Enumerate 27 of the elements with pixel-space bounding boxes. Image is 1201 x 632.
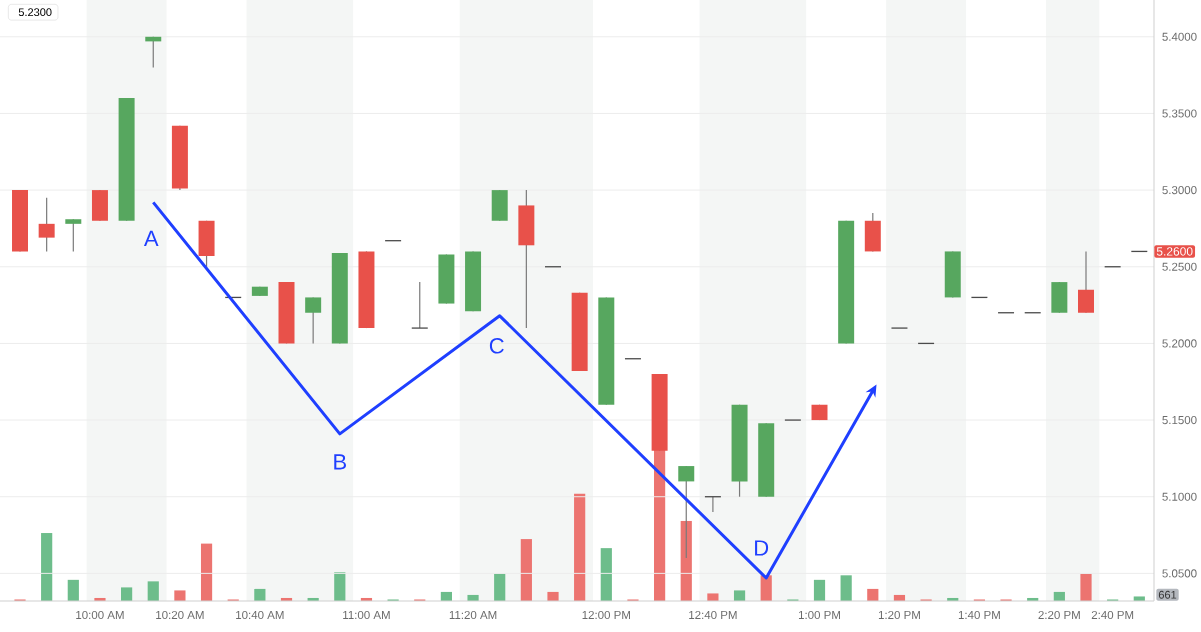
x-tick-label: 12:40 PM	[689, 610, 737, 620]
x-tick-label: 1:40 PM	[958, 610, 1000, 620]
x-tick-label: 10:20 AM	[156, 610, 204, 620]
x-tick-label: 1:20 PM	[878, 610, 920, 620]
annotation: 5.2300	[18, 8, 52, 17]
y-tick-label: 5.1000	[1162, 492, 1197, 501]
x-tick-label: 10:00 AM	[76, 610, 124, 620]
annotation: D	[755, 540, 769, 556]
y-tick-label: 5.3000	[1162, 186, 1197, 195]
x-tick-label: 2:40 PM	[1091, 610, 1134, 620]
x-tick-label: 1:00 PM	[798, 610, 840, 620]
y-tick-label: 5.2500	[1162, 262, 1197, 271]
x-tick-label: 2:20 PM	[1038, 610, 1080, 620]
y-tick-label: 5.3500	[1162, 109, 1197, 118]
annotation: A	[143, 230, 159, 246]
y-tick-label: 5.0500	[1162, 569, 1197, 578]
annotation: 5.2600	[1156, 247, 1193, 256]
x-tick-label: 10:40 AM	[236, 610, 284, 620]
x-tick-label: 12:00 PM	[582, 610, 630, 620]
text: 661	[1158, 590, 1177, 599]
y-tick-label: 5.1500	[1162, 416, 1197, 425]
annotation: B	[334, 454, 346, 470]
y-tick-label: 5.4000	[1162, 32, 1197, 41]
x-tick-label: 11:00 AM	[343, 610, 390, 620]
y-tick-label: 5.2000	[1162, 339, 1197, 348]
annotation: C	[489, 338, 504, 354]
x-tick-label: 11:20 AM	[449, 610, 497, 620]
